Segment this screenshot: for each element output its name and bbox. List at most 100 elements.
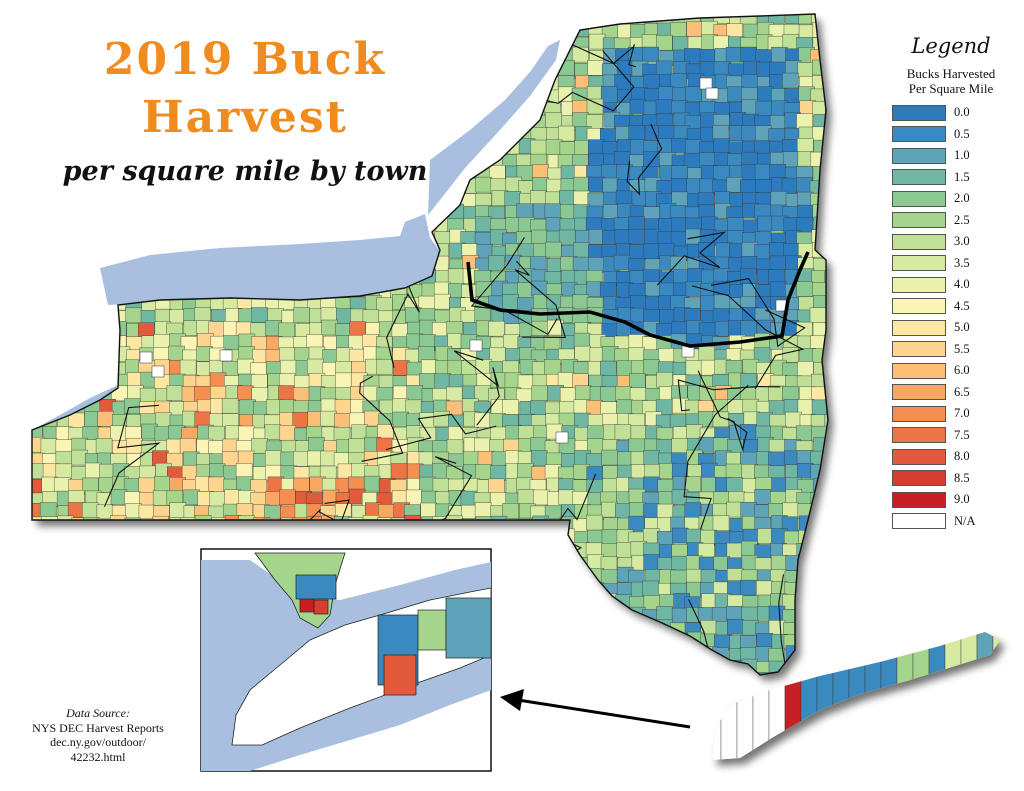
town-cell [827,346,828,363]
town-cell [32,635,45,652]
town-cell [82,530,99,546]
town-cell [823,141,828,157]
town-cell [434,34,451,50]
town-cell [32,102,43,118]
town-cell [603,633,620,649]
town-cell [85,256,103,273]
town-cell [530,671,547,675]
legend-swatch [892,470,946,487]
town-cell [699,671,717,675]
town-cell [266,192,283,209]
town-cell [531,385,548,402]
town-cell [40,270,58,287]
town-cell [363,475,381,492]
town-cell [281,14,298,25]
town-cell [41,296,58,313]
town-cell [141,216,158,232]
town-cell [169,687,185,702]
town-cell [824,76,828,93]
town-cell [96,245,114,261]
town-cell [166,596,183,612]
town-cell [630,425,648,441]
town-cell [474,216,492,232]
town-cell [741,125,758,142]
town-cell [573,332,591,349]
town-cell [32,583,46,599]
town-cell [825,374,828,391]
town-cell [110,321,127,337]
town-cell [32,388,45,404]
legend-label: 1.0 [954,148,970,163]
town-cell [179,438,197,454]
town-cell-na [469,339,483,352]
legend-label: 0.0 [954,105,970,120]
town-cell [740,320,757,336]
legend-swatch [892,491,946,508]
town-cell [179,530,197,547]
town-cell [70,295,87,311]
town-cell [85,462,102,479]
legend-label: 7.5 [954,427,970,442]
town-cell [32,373,44,389]
town-cell [281,141,298,157]
town-cell [726,605,743,622]
town-cell [57,296,75,313]
town-cell [797,620,814,636]
town-cell [826,309,828,326]
town-cell [225,218,243,234]
town-cell [125,608,142,625]
town-cell [195,531,213,548]
town-cell [55,581,73,597]
town-cell [378,217,396,234]
town-cell [71,556,89,572]
town-cell [57,660,74,675]
town-cell [544,569,561,585]
town-cell [544,359,561,375]
town-cell [138,322,155,338]
legend-label: 2.0 [954,191,970,206]
town-cell [124,190,141,207]
town-cell [97,347,115,363]
town-cell [42,375,59,392]
town-cell [601,529,619,545]
town-cell [153,658,171,674]
town-cell [824,153,828,170]
town-cell [267,231,285,247]
town-cell [43,348,60,364]
town-cell [98,567,116,583]
town-cell [280,359,297,376]
town-cell [573,190,590,207]
town-cell [55,531,73,548]
town-cell [824,271,828,287]
town-cell [421,359,438,376]
town-cell [81,502,99,518]
town-cell [306,516,323,532]
town-cell [154,583,172,599]
town-cell [85,661,103,675]
town-cell [32,245,44,262]
town-cell [180,192,198,209]
town-cell [194,307,211,323]
town-cell [642,580,659,597]
town-cell [82,294,100,310]
town-cell [531,280,548,297]
legend-swatch [892,427,946,444]
town-cell [55,568,72,585]
town-cell [656,34,673,51]
town-cell [617,60,634,76]
town-cell [642,336,659,352]
town-cell [391,323,409,339]
li-town-cell [880,632,898,760]
town-cell [336,193,353,209]
town-cell [756,632,774,649]
town-cell [70,542,87,558]
town-cell [337,14,355,25]
town-cell [643,243,661,260]
inset-town-cell [383,654,417,696]
town-cell [208,476,225,493]
town-cell [154,647,171,663]
town-cell [41,530,58,546]
town-cell [628,515,645,532]
town-cell [280,230,297,246]
town-cell [474,412,491,429]
